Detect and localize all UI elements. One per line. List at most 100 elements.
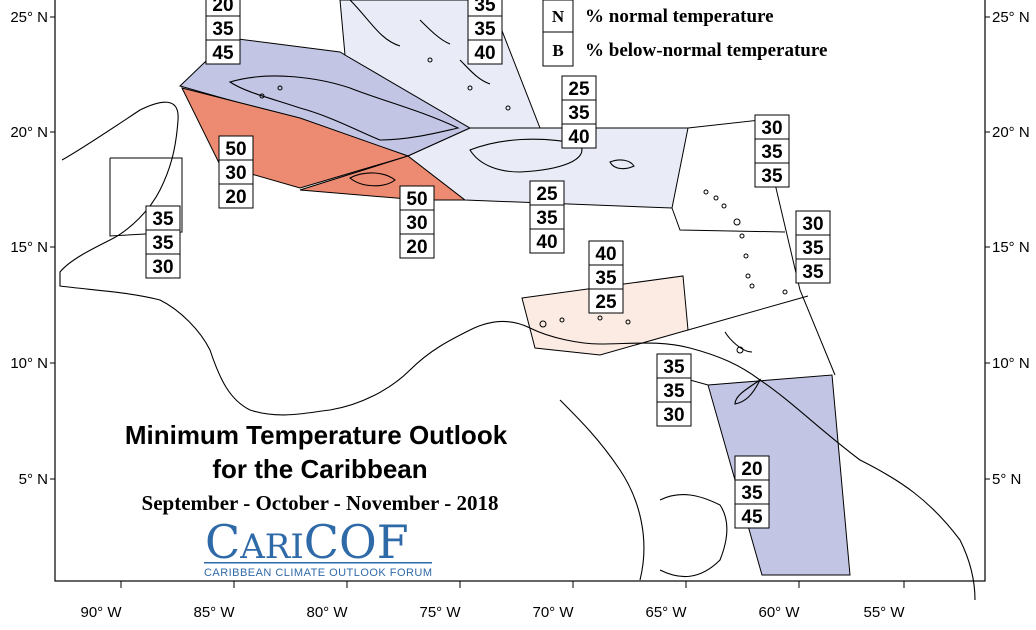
lat-label-left: 5° N bbox=[19, 471, 48, 488]
prob-box-jamaica-cayman-west: 50 30 20 bbox=[218, 135, 254, 209]
prob-box-jamaica: 50 30 20 bbox=[399, 185, 435, 259]
prob-value: 40 bbox=[568, 127, 589, 148]
lon-label: 80° W bbox=[306, 604, 348, 621]
prob-cell bbox=[561, 123, 597, 149]
prob-box-northern-leewards: 30 35 35 bbox=[754, 114, 790, 188]
region-boundaries bbox=[109, 119, 836, 386]
prob-cell bbox=[145, 253, 181, 279]
prob-cell bbox=[399, 233, 435, 259]
prob-cell bbox=[218, 159, 254, 185]
prob-cell bbox=[588, 264, 624, 290]
prob-box-abc-islands: 40 35 25 bbox=[588, 240, 624, 314]
lon-label: 70° W bbox=[532, 604, 574, 621]
prob-cell bbox=[561, 99, 597, 125]
prob-value: 35 bbox=[474, 0, 496, 16]
prob-cell bbox=[656, 377, 692, 403]
prob-value: 20 bbox=[406, 237, 427, 258]
prob-cell bbox=[561, 75, 597, 101]
prob-value: 45 bbox=[212, 43, 234, 64]
prob-value: 20 bbox=[212, 0, 233, 16]
prob-value: 50 bbox=[225, 139, 246, 160]
prob-box-windwards: 30 35 35 bbox=[795, 210, 831, 284]
prob-value: 25 bbox=[568, 79, 590, 100]
prob-cell bbox=[656, 401, 692, 427]
prob-box-bahamas: 35 35 40 bbox=[467, 0, 503, 65]
prob-box-turks-caicos: 25 35 40 bbox=[561, 75, 597, 149]
prob-cell bbox=[795, 258, 831, 284]
prob-value: 35 bbox=[761, 166, 783, 187]
legend-label-normal: % normal temperature bbox=[585, 6, 774, 27]
legend-label-below: % below-normal temperature bbox=[585, 40, 827, 61]
legend-key-below: B bbox=[552, 41, 563, 60]
prob-value: 35 bbox=[212, 19, 234, 40]
prob-value: 30 bbox=[761, 118, 782, 139]
prob-cell bbox=[754, 114, 790, 140]
lon-label: 75° W bbox=[419, 604, 461, 621]
probability-boxes: 35 35 40 20 35 45 50 30 20 50 30 20 35 35 30 25 35 40 25 35… bbox=[145, 0, 831, 529]
prob-value: 40 bbox=[595, 244, 616, 265]
prob-box-hispaniola: 25 35 40 bbox=[529, 180, 565, 254]
logo-subtitle: CARIBBEAN CLIMATE OUTLOOK FORUM bbox=[204, 567, 432, 579]
prob-value: 30 bbox=[152, 257, 173, 278]
prob-value: 45 bbox=[741, 507, 763, 528]
lat-label-right: 5° N bbox=[992, 471, 1021, 488]
prob-value: 35 bbox=[802, 238, 824, 259]
prob-value: 30 bbox=[663, 405, 684, 426]
latitude-labels-right: 25° N 20° N 15° N 10° N 5° N bbox=[985, 9, 1030, 488]
prob-value: 35 bbox=[663, 381, 685, 402]
prob-box-trinidad: 35 35 30 bbox=[656, 353, 692, 427]
prob-cell bbox=[399, 209, 435, 235]
lon-label: 55° W bbox=[863, 604, 905, 621]
prob-cell bbox=[734, 455, 770, 481]
prob-value: 40 bbox=[474, 43, 495, 64]
prob-cell bbox=[754, 138, 790, 164]
prob-value: 35 bbox=[152, 209, 174, 230]
prob-cell bbox=[205, 15, 241, 41]
logo-text: CARICOF bbox=[205, 515, 409, 569]
legend-key-normal: N bbox=[552, 7, 565, 26]
prob-value: 30 bbox=[225, 163, 246, 184]
prob-value: 35 bbox=[663, 357, 685, 378]
prob-value: 30 bbox=[406, 213, 427, 234]
prob-value: 20 bbox=[225, 187, 246, 208]
lon-label: 60° W bbox=[758, 604, 800, 621]
lat-label-left: 25° N bbox=[10, 9, 48, 26]
prob-cell bbox=[588, 240, 624, 266]
prob-value: 35 bbox=[741, 483, 763, 504]
prob-cell bbox=[145, 229, 181, 255]
prob-value: 35 bbox=[761, 142, 783, 163]
prob-value: 25 bbox=[536, 184, 558, 205]
prob-value: 30 bbox=[802, 214, 823, 235]
latitude-labels-left: 25° N 20° N 15° N 10° N 5° N bbox=[10, 9, 55, 488]
prob-value: 20 bbox=[741, 459, 762, 480]
prob-box-guianas: 20 35 45 bbox=[734, 455, 770, 529]
zone-hispaniola bbox=[407, 127, 689, 209]
prob-cell bbox=[734, 503, 770, 529]
prob-cell bbox=[205, 39, 241, 65]
prob-box-belize: 35 35 30 bbox=[145, 205, 181, 279]
prob-value: 35 bbox=[474, 19, 496, 40]
lat-label-right: 20° N bbox=[992, 124, 1030, 141]
logo-rule bbox=[204, 562, 432, 564]
prob-cell bbox=[529, 228, 565, 254]
prob-value: 50 bbox=[406, 189, 427, 210]
prob-value: 35 bbox=[568, 103, 590, 124]
prob-value: 40 bbox=[536, 232, 557, 253]
map-title-line1: Minimum Temperature Outlook bbox=[125, 420, 508, 450]
prob-value: 35 bbox=[152, 233, 174, 254]
lat-label-right: 25° N bbox=[992, 9, 1030, 26]
legend: N B % normal temperature % below-normal … bbox=[542, 0, 827, 67]
lat-label-right: 15° N bbox=[992, 239, 1030, 256]
prob-box-cuba: 20 35 45 bbox=[205, 0, 241, 65]
lat-label-left: 15° N bbox=[10, 239, 48, 256]
lat-label-right: 10° N bbox=[992, 355, 1030, 372]
prob-value: 35 bbox=[595, 268, 617, 289]
map-title-line2: for the Caribbean bbox=[212, 454, 427, 484]
lon-label: 65° W bbox=[645, 604, 687, 621]
prob-cell bbox=[467, 39, 503, 65]
lon-label: 85° W bbox=[193, 604, 235, 621]
zone-guianas bbox=[707, 374, 851, 576]
prob-cell bbox=[529, 180, 565, 206]
